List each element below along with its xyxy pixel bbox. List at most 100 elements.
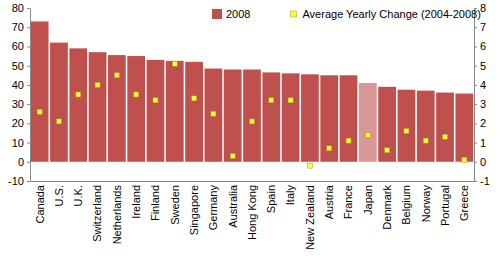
bar <box>436 93 454 162</box>
point <box>462 157 467 162</box>
legend: 2008 Average Yearly Change (2004-2008) <box>212 8 481 20</box>
point <box>134 92 139 97</box>
tick-label: Italy <box>284 185 296 206</box>
tick-mark <box>27 181 30 182</box>
tick: Finland <box>149 185 161 221</box>
tick-mark <box>474 104 477 105</box>
bar <box>69 48 87 161</box>
tick: Ireland <box>130 185 142 219</box>
tick: France <box>342 185 354 219</box>
tick: Belgium <box>400 185 412 225</box>
tick: 0 <box>474 156 486 168</box>
tick-label: 8 <box>480 2 486 14</box>
tick-label: Japan <box>362 185 374 215</box>
tick: Hong Kong <box>246 185 258 240</box>
bar <box>205 69 223 162</box>
point <box>365 132 370 137</box>
tick: -1 <box>474 175 490 187</box>
tick-label: 1 <box>480 137 486 149</box>
point <box>250 119 255 124</box>
point <box>307 163 312 168</box>
tick-label: 3 <box>480 98 486 110</box>
tick-label: 30 <box>12 98 24 110</box>
tick: Japan <box>362 185 374 215</box>
tick-label: France <box>342 185 354 219</box>
tick-label: Spain <box>265 185 277 213</box>
y2-axis: -1012345678 <box>474 2 490 187</box>
tick: 40 <box>12 79 30 91</box>
tick: Netherlands <box>111 185 123 245</box>
tick: 80 <box>12 2 30 14</box>
tick-label: Greece <box>458 185 470 221</box>
y-axis: -1001020304050607080 <box>8 2 30 187</box>
tick-label: Norway <box>420 185 432 223</box>
tick: 20 <box>12 117 30 129</box>
tick: 10 <box>12 137 30 149</box>
point <box>192 96 197 101</box>
tick-label: 80 <box>12 2 24 14</box>
tick-mark <box>474 143 477 144</box>
tick: Italy <box>284 185 296 206</box>
tick-mark <box>27 162 30 163</box>
legend-label: 2008 <box>226 8 250 20</box>
point <box>423 138 428 143</box>
point <box>172 61 177 66</box>
tick: Austria <box>323 184 335 219</box>
bar <box>320 75 338 161</box>
bar <box>398 90 416 162</box>
legend-item: Average Yearly Change (2004-2008) <box>290 8 480 20</box>
bar-series <box>31 21 473 161</box>
bar <box>185 62 203 162</box>
tick-label: U.K. <box>72 185 84 206</box>
bar <box>147 60 165 162</box>
tick-label: 10 <box>12 137 24 149</box>
tick: New Zealand <box>304 185 316 250</box>
tick-mark <box>27 123 30 124</box>
tick: 7 <box>474 21 486 33</box>
tick: Canada <box>34 184 46 223</box>
tick: U.S. <box>53 185 65 206</box>
tick-label: 50 <box>12 60 24 72</box>
tick: 3 <box>474 98 486 110</box>
tick-mark <box>474 85 477 86</box>
tick-label: 70 <box>12 21 24 33</box>
tick-mark <box>27 46 30 47</box>
tick: 30 <box>12 98 30 110</box>
bar <box>359 83 377 162</box>
tick-label: Finland <box>149 185 161 221</box>
tick-mark <box>27 143 30 144</box>
point <box>404 129 409 134</box>
legend-swatch <box>290 11 296 17</box>
tick-label: Austria <box>323 184 335 219</box>
point <box>385 148 390 153</box>
tick-label: Netherlands <box>111 185 123 245</box>
point <box>153 98 158 103</box>
chart: -1001020304050607080-1012345678CanadaU.S… <box>0 0 500 256</box>
bar <box>166 61 184 162</box>
tick-label: Hong Kong <box>246 185 258 240</box>
bar <box>301 74 319 161</box>
tick-label: Ireland <box>130 185 142 219</box>
bar <box>127 56 145 162</box>
tick-label: Australia <box>227 184 239 228</box>
bar <box>378 87 396 162</box>
tick: 2 <box>474 117 486 129</box>
tick-mark <box>474 27 477 28</box>
point <box>327 146 332 151</box>
tick-label: 7 <box>480 21 486 33</box>
tick-label: -1 <box>480 175 490 187</box>
tick-label: 5 <box>480 60 486 72</box>
tick-label: New Zealand <box>304 185 316 250</box>
tick-label: 60 <box>12 40 24 52</box>
tick: 6 <box>474 40 486 52</box>
tick-mark <box>27 104 30 105</box>
tick-label: 20 <box>12 117 24 129</box>
bar <box>417 91 435 162</box>
point <box>230 154 235 159</box>
tick: Greece <box>458 185 470 221</box>
tick: Australia <box>227 184 239 228</box>
point <box>95 82 100 87</box>
bar <box>89 52 107 162</box>
bar <box>224 70 242 162</box>
bar <box>243 70 261 162</box>
